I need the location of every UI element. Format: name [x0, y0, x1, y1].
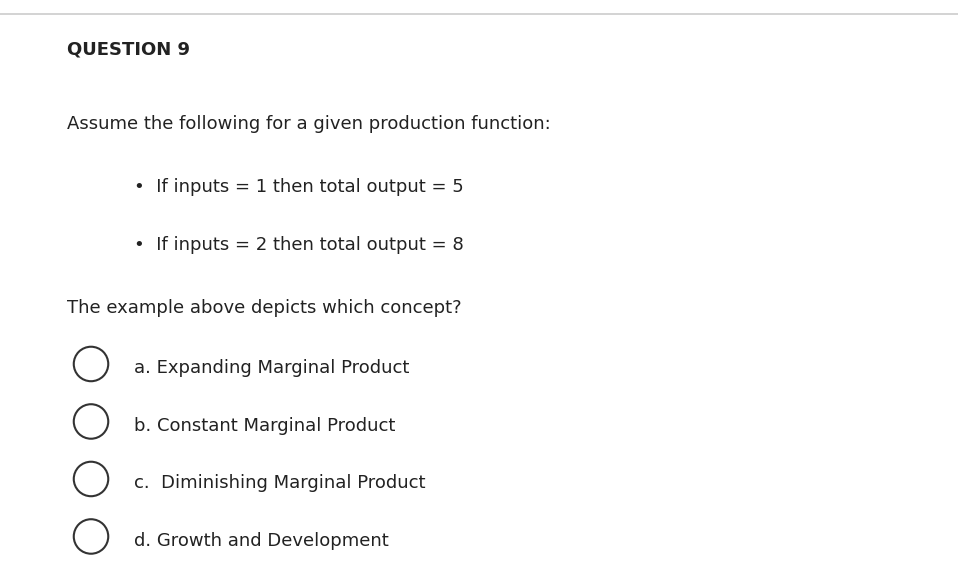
Text: b. Constant Marginal Product: b. Constant Marginal Product: [134, 417, 396, 435]
Text: d. Growth and Development: d. Growth and Development: [134, 532, 389, 550]
Text: •  If inputs = 1 then total output = 5: • If inputs = 1 then total output = 5: [134, 178, 464, 196]
Text: c.  Diminishing Marginal Product: c. Diminishing Marginal Product: [134, 474, 425, 492]
Text: a. Expanding Marginal Product: a. Expanding Marginal Product: [134, 359, 409, 377]
Text: The example above depicts which concept?: The example above depicts which concept?: [67, 299, 462, 317]
Text: Assume the following for a given production function:: Assume the following for a given product…: [67, 115, 551, 133]
Text: •  If inputs = 2 then total output = 8: • If inputs = 2 then total output = 8: [134, 236, 464, 254]
Text: QUESTION 9: QUESTION 9: [67, 40, 190, 58]
